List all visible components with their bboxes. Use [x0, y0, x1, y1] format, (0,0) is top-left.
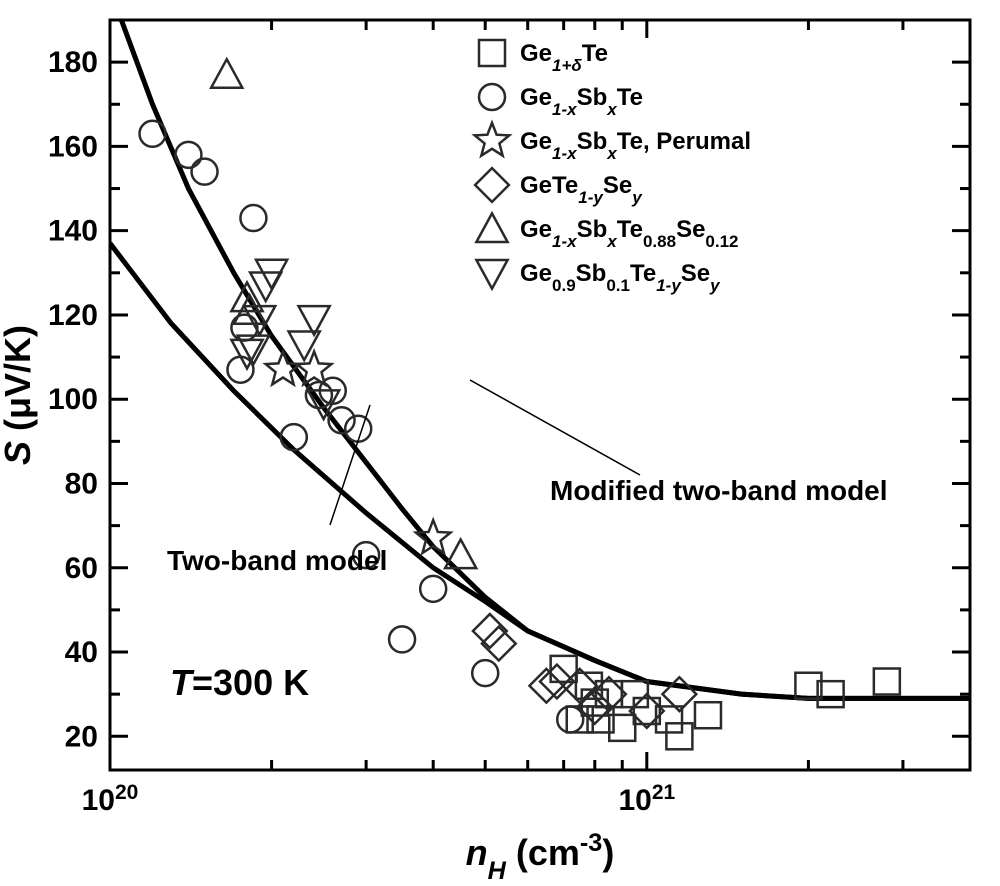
y-tick-label: 80: [65, 467, 98, 500]
y-tick-label: 140: [48, 215, 98, 248]
y-tick-label: 100: [48, 383, 98, 416]
chart-container: 1020102120406080100120140160180nH (cm-3)…: [0, 0, 1000, 886]
annotation-text: Modified two-band model: [550, 475, 888, 506]
y-axis-label: S (μV/K): [0, 325, 38, 465]
y-tick-label: 180: [48, 46, 98, 79]
y-tick-label: 120: [48, 299, 98, 332]
scatter-chart: 1020102120406080100120140160180nH (cm-3)…: [0, 0, 1000, 886]
y-tick-label: 160: [48, 130, 98, 163]
y-tick-label: 60: [65, 552, 98, 585]
y-tick-label: 40: [65, 636, 98, 669]
y-tick-label: 20: [65, 720, 98, 753]
annotation-text: Two-band model: [167, 545, 387, 576]
temperature-label: T=300 K: [170, 662, 309, 703]
